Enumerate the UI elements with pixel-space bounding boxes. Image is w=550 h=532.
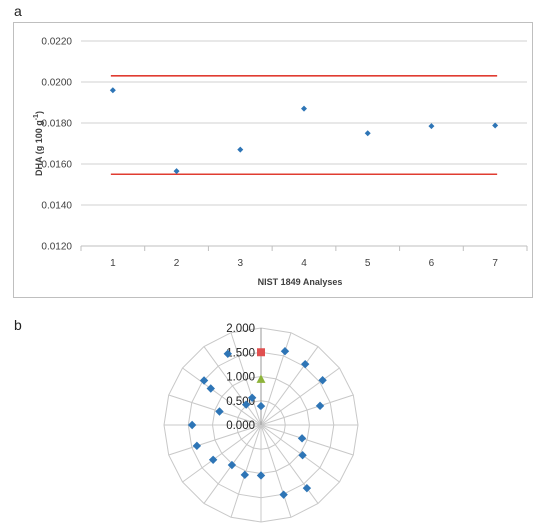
polar-spoke <box>230 424 262 518</box>
polar-spoke <box>203 346 262 426</box>
panel-a-label: a <box>14 3 22 19</box>
y-tick-label: 0.0120 <box>41 242 72 253</box>
x-tick-label: 7 <box>492 258 498 269</box>
polar-spoke <box>168 424 262 456</box>
y-axis-title: DHA (g 100 g-1) <box>33 111 44 176</box>
polar-spoke <box>260 424 354 456</box>
polar-data-point-triangle <box>256 374 266 383</box>
polar-data-point <box>199 376 209 385</box>
polar-data-point <box>187 420 197 430</box>
data-point <box>109 87 116 94</box>
polar-data-point <box>300 359 310 369</box>
polar-spoke <box>260 346 319 426</box>
chart-a-dha-scatter: 0.0120 0.0140 0.0160 0.0180 0.0200 0.0220 1 2 3 4… <box>33 37 528 287</box>
polar-data-point <box>298 451 307 460</box>
polar-data-point <box>279 490 288 499</box>
panel-b-label: b <box>14 317 22 333</box>
polar-data-point <box>297 434 307 443</box>
polar-spoke <box>230 332 262 426</box>
chart-a-frame <box>13 22 533 298</box>
data-point <box>428 123 435 130</box>
polar-spoke <box>182 367 262 426</box>
polar-spoke <box>168 394 262 426</box>
polar-data-point <box>280 346 290 356</box>
x-tick-label: 3 <box>238 258 244 269</box>
x-tick-label: 2 <box>174 258 180 269</box>
polar-data-point-square <box>257 348 265 357</box>
polar-spoke <box>260 367 340 426</box>
x-axis-title: NIST 1849 Analyses <box>258 277 343 287</box>
polar-data-point <box>223 349 232 358</box>
polar-spoke <box>260 332 292 426</box>
polar-data-point <box>192 441 202 451</box>
polar-data-point <box>302 483 312 493</box>
polar-tick-label: 1.000 <box>226 372 255 384</box>
x-tick-label: 5 <box>365 258 371 269</box>
y-tick-label: 0.0200 <box>41 78 72 89</box>
polar-data-point <box>318 376 327 385</box>
polar-data-point <box>208 455 218 464</box>
polar-data-point <box>315 401 325 411</box>
data-point <box>301 105 307 112</box>
polar-data-point <box>206 384 215 393</box>
polar-spoke <box>260 394 354 426</box>
y-tick-label: 0.0140 <box>41 201 72 212</box>
polar-spoke <box>182 424 262 483</box>
polar-data-point <box>215 407 224 416</box>
data-point <box>237 146 244 153</box>
polar-data-point <box>247 393 257 402</box>
data-point <box>492 122 499 129</box>
polar-data-point <box>241 400 251 409</box>
data-point <box>173 168 180 175</box>
x-tick-label: 6 <box>429 258 435 269</box>
polar-tick-label: 1.500 <box>226 347 255 359</box>
polar-data-point <box>256 401 266 411</box>
y-tick-label: 0.0160 <box>41 160 72 171</box>
y-tick-label: 0.0220 <box>41 37 72 48</box>
data-point <box>364 130 371 137</box>
polar-data-point <box>256 471 266 480</box>
polar-data-point <box>227 460 237 470</box>
polar-tick-label: 0.000 <box>226 420 255 432</box>
polar-data-point <box>240 470 250 480</box>
x-tick-label: 4 <box>301 258 307 269</box>
y-tick-label: 0.0180 <box>41 119 72 130</box>
polar-spoke <box>260 424 292 518</box>
polar-tick-label: 2.000 <box>226 323 255 335</box>
x-tick-label: 1 <box>110 258 116 269</box>
